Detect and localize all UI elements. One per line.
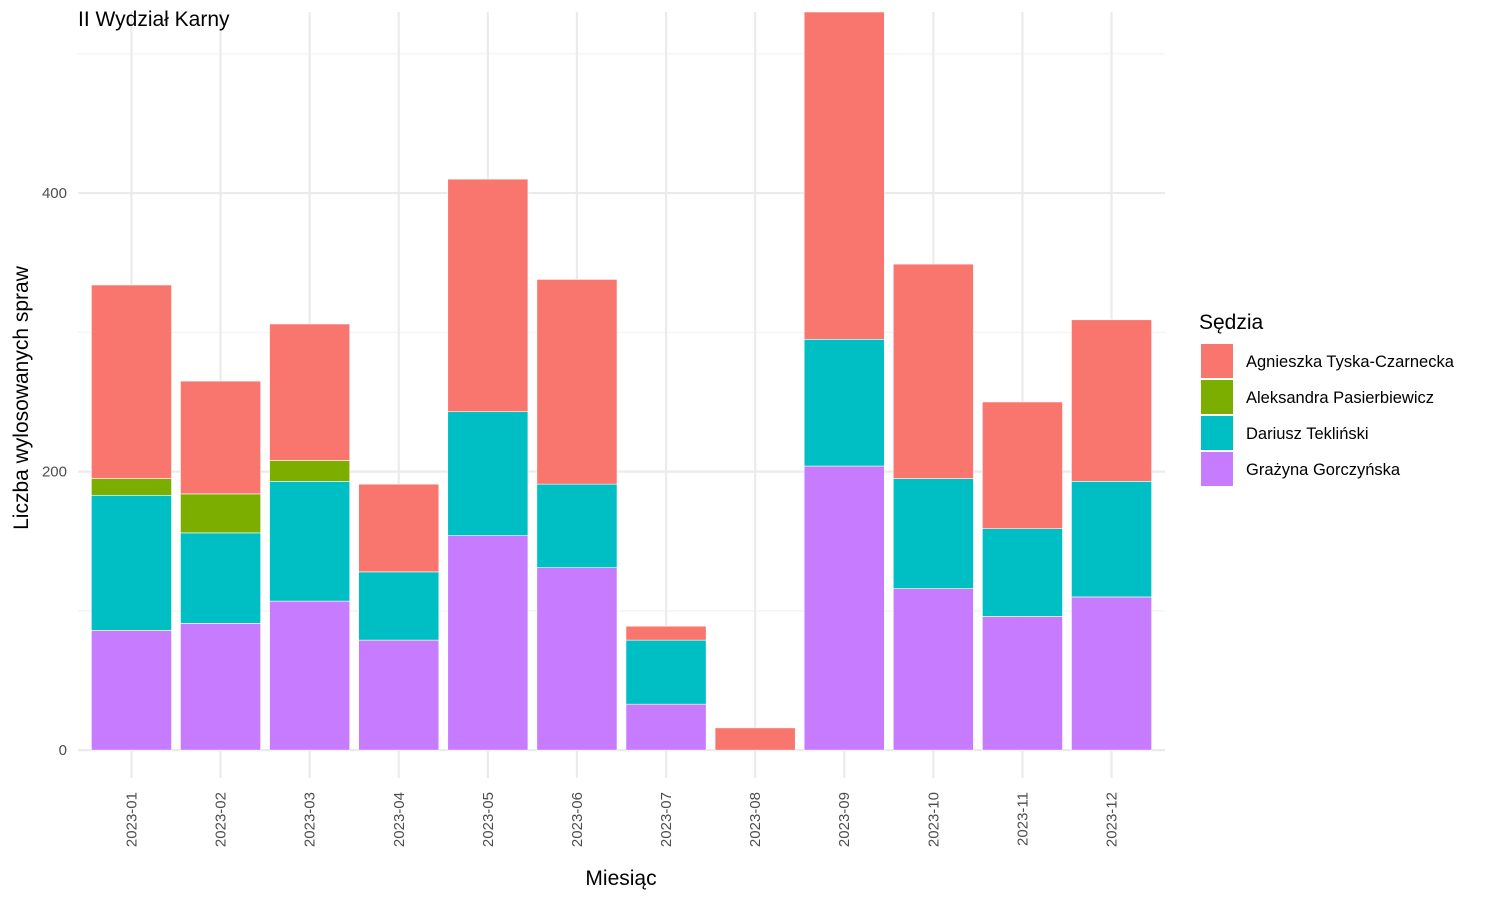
x-tick-label: 2023-12 — [1104, 792, 1121, 847]
bar-segment — [1071, 481, 1152, 598]
bar-segment — [180, 493, 261, 534]
bar-segment — [892, 588, 974, 751]
legend-key — [1201, 416, 1233, 450]
x-tick-label: 2023-05 — [480, 792, 497, 847]
x-tick-label: 2023-07 — [658, 792, 675, 847]
bar-segment — [447, 178, 529, 413]
bar-segment — [447, 411, 529, 536]
y-tick-label: 400 — [42, 185, 67, 202]
bar-segment — [91, 494, 172, 631]
bar-segment — [91, 630, 172, 751]
x-tick-label: 2023-04 — [391, 792, 408, 847]
legend-label: Agnieszka Tyska-Czarnecka — [1246, 353, 1455, 371]
y-tick-label: 0 — [59, 742, 67, 759]
bar-segment — [892, 478, 974, 589]
legend-title: Sędzia — [1199, 311, 1264, 334]
y-axis-title: Liczba wylosowanych spraw — [10, 265, 33, 530]
bar-segment — [803, 338, 885, 467]
bar-segment — [1071, 596, 1152, 751]
bar-segment — [1071, 319, 1152, 482]
bar-segment — [803, 465, 885, 751]
legend-label: Grażyna Gorczyńska — [1246, 461, 1401, 479]
bar-segment — [91, 284, 172, 479]
x-axis-ticks: 2023-01 2023-02 2023-03 2023-04 2023-05 2023-… — [123, 792, 1120, 847]
bar-segment — [803, 11, 885, 340]
x-tick-label: 2023-10 — [925, 792, 942, 847]
y-axis-ticks: 0 200 400 — [42, 185, 67, 759]
x-tick-label: 2023-09 — [836, 792, 853, 847]
x-axis-title: Miesiąc — [585, 867, 656, 890]
y-tick-label: 200 — [42, 464, 67, 481]
bar-segment — [625, 639, 707, 705]
bar-segment — [982, 616, 1063, 751]
bar-segment — [358, 639, 440, 751]
bar-segment — [358, 571, 440, 641]
bar-segment — [625, 625, 707, 641]
legend-label: Aleksandra Pasierbiewicz — [1246, 389, 1434, 407]
x-tick-label: 2023-11 — [1014, 792, 1031, 846]
bar-segment — [982, 401, 1063, 530]
bars — [91, 11, 1152, 751]
bar-segment — [625, 703, 707, 751]
bar-segment — [536, 279, 618, 485]
bar-segment — [892, 263, 974, 479]
bar-segment — [269, 481, 351, 602]
bar-segment — [358, 483, 440, 573]
legend: Sędzia Agnieszka Tyska-Czarnecka Aleksand… — [1199, 311, 1455, 486]
bar-segment — [180, 532, 261, 624]
bar-segment — [91, 478, 172, 496]
x-tick-label: 2023-01 — [123, 792, 140, 847]
x-tick-label: 2023-02 — [213, 792, 230, 847]
legend-label: Dariusz Tekliński — [1246, 425, 1369, 443]
bar-segment — [447, 535, 529, 751]
legend-key — [1201, 344, 1233, 378]
bar-segment — [714, 727, 796, 751]
x-tick-label: 2023-06 — [569, 792, 586, 847]
bar-segment — [180, 380, 261, 495]
x-tick-label: 2023-08 — [747, 792, 764, 847]
chart-title: II Wydział Karny — [78, 8, 230, 31]
bar-segment — [269, 600, 351, 751]
bar-segment — [536, 567, 618, 751]
bar-segment — [269, 460, 351, 482]
bar-segment — [536, 483, 618, 568]
legend-key — [1201, 452, 1233, 486]
bar-segment — [180, 623, 261, 751]
bar-segment — [982, 528, 1063, 617]
bar-segment — [269, 323, 351, 461]
x-tick-label: 2023-03 — [302, 792, 319, 847]
legend-key — [1201, 380, 1233, 414]
